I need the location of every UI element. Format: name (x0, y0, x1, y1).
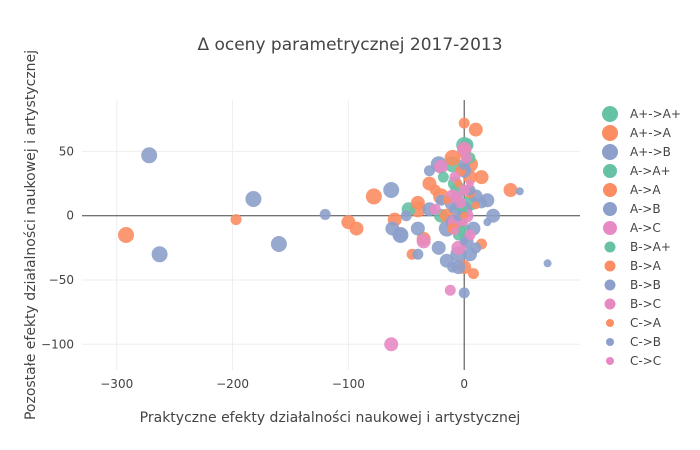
legend-marker (603, 183, 617, 197)
data-point (467, 268, 479, 280)
data-point (444, 284, 456, 296)
legend-marker (602, 144, 618, 160)
data-point (447, 261, 459, 273)
data-point (503, 183, 518, 197)
data-point (454, 179, 463, 188)
legend-label: B->C (630, 297, 661, 311)
data-point (457, 141, 472, 156)
data-point (383, 182, 400, 198)
legend-marker (604, 279, 616, 291)
data-point (349, 221, 364, 236)
data-point (393, 228, 408, 242)
legend-marker (606, 338, 614, 346)
data-point (118, 227, 135, 243)
legend-label: A->A+ (630, 164, 671, 178)
legend-marker (606, 319, 614, 327)
data-point (471, 201, 480, 210)
legend-marker (606, 357, 614, 365)
data-point (442, 196, 451, 205)
legend-label: B->A+ (630, 240, 671, 254)
data-point (515, 187, 524, 196)
data-point (410, 221, 425, 236)
data-point (429, 203, 441, 215)
data-point (412, 248, 424, 260)
data-point (452, 210, 464, 222)
y-tick-label: 0 (66, 209, 74, 223)
legend-marker (602, 125, 618, 141)
legend-marker (603, 202, 617, 216)
data-point (458, 184, 470, 196)
y-tick-label: 50 (59, 144, 74, 158)
y-tick-label: −100 (41, 337, 74, 351)
data-point (465, 179, 474, 188)
data-point (444, 149, 461, 166)
x-tick-label: −200 (216, 377, 249, 391)
data-point (400, 210, 412, 222)
data-points (118, 117, 552, 352)
data-point (423, 165, 435, 177)
data-point (450, 227, 459, 236)
data-point (410, 195, 425, 210)
data-point (151, 246, 168, 263)
data-point (460, 237, 469, 246)
data-point (319, 208, 331, 220)
data-point (474, 170, 489, 185)
data-point (470, 242, 482, 254)
x-tick-label: −100 (332, 377, 365, 391)
data-point (230, 214, 242, 226)
chart-title: Δ oceny parametrycznej 2017-2013 (197, 35, 502, 55)
y-tick-labels: −100 −50 0 50 (41, 144, 74, 351)
legend-label: C->B (630, 335, 661, 349)
data-point (458, 287, 470, 299)
data-point (435, 194, 447, 206)
legend-label: A+->B (630, 145, 671, 159)
data-point (431, 240, 446, 255)
legend-label: C->A (630, 316, 662, 330)
y-axis-label: Pozostałe efekty działalności naukowej i… (23, 50, 39, 420)
data-point (483, 218, 492, 227)
legend-marker (603, 164, 617, 178)
legend-label: C->C (630, 354, 661, 368)
x-axis-label: Praktyczne efekty działalności naukowej … (140, 410, 521, 426)
legend-marker (602, 106, 618, 122)
data-point (429, 184, 441, 196)
legend-marker (603, 221, 617, 235)
data-point (416, 234, 431, 249)
legend-label: A->C (630, 221, 661, 235)
data-point (458, 117, 470, 129)
legend-label: B->A (630, 259, 662, 273)
data-point (460, 211, 469, 220)
data-point (437, 171, 449, 183)
data-point (454, 192, 463, 201)
legend: A+->A+ A+->A A+->B A->A+ A->A A->B A->C B->A+ B-… (602, 106, 681, 368)
data-point (245, 191, 262, 207)
legend-label: A+->A (630, 126, 672, 140)
x-tick-label: 0 (460, 377, 468, 391)
data-point (461, 152, 473, 164)
data-point (468, 122, 483, 137)
data-point (141, 147, 158, 164)
data-point (384, 337, 399, 352)
gridlines (82, 100, 580, 370)
data-point (448, 205, 457, 214)
legend-marker (604, 298, 616, 310)
zero-lines (82, 100, 580, 370)
data-point (464, 229, 476, 241)
data-point (270, 236, 287, 252)
data-point (434, 159, 449, 174)
legend-label: A+->A+ (630, 107, 681, 121)
legend-marker (604, 260, 616, 272)
data-point (543, 259, 552, 268)
y-tick-label: −50 (49, 273, 74, 287)
data-point (365, 188, 382, 205)
legend-label: B->B (630, 278, 661, 292)
data-point (460, 218, 469, 227)
legend-marker (604, 241, 616, 253)
legend-label: A->A (630, 183, 661, 197)
x-tick-labels: −300 −200 −100 0 (100, 377, 468, 391)
x-tick-label: −300 (100, 377, 133, 391)
legend-label: A->B (630, 202, 661, 216)
